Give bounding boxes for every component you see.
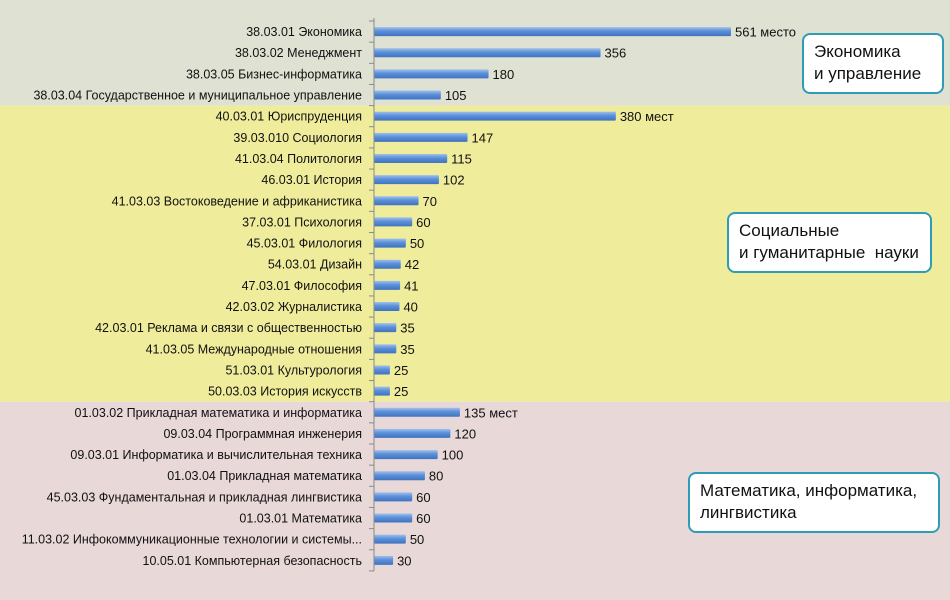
category-label: 50.03.03 История искусств [208,385,362,399]
category-label: 40.03.01 Юриспруденция [216,110,362,124]
data-label: 25 [394,384,408,399]
bar [374,492,413,502]
data-label: 100 [442,448,464,463]
group-label-line: и гуманитарные науки [739,243,919,262]
bar [374,513,413,523]
data-label: 50 [410,532,424,547]
category-label: 01.03.02 Прикладная математика и информа… [75,406,362,420]
data-label: 70 [423,194,437,209]
bar [374,132,468,142]
data-label: 60 [416,490,430,505]
data-label: 147 [472,130,494,145]
group-label-line: Математика, информатика, [700,481,918,500]
bar [374,534,406,544]
bar [374,280,401,290]
category-label: 01.03.04 Прикладная математика [167,469,362,483]
data-label: 135 мест [464,405,518,420]
bar [374,344,397,354]
bar [374,48,601,58]
data-label: 35 [400,342,414,357]
category-label: 37.03.01 Психология [242,215,362,229]
bar [374,175,439,185]
category-label: 09.03.01 Информатика и вычислительная те… [70,448,362,462]
bar [374,111,616,121]
data-label: 115 [451,151,472,166]
category-label: 41.03.03 Востоковедение и африканистика [112,194,362,208]
category-label: 47.03.01 Философия [242,279,362,293]
data-label: 356 [605,46,627,61]
category-label: 45.03.03 Фундаментальная и прикладная ли… [47,490,362,504]
group-label-social-humanities: Социальные и гуманитарные науки [727,212,932,273]
bar [374,555,394,565]
data-label: 180 [493,67,515,82]
category-label: 38.03.05 Бизнес-информатика [186,67,362,81]
category-label: 11.03.02 Инфокоммуникационные технологии… [22,533,362,547]
category-label: 54.03.01 Дизайн [268,258,362,272]
bar [374,90,441,100]
bar [374,302,400,312]
data-label: 42 [405,257,419,272]
data-label: 25 [394,363,408,378]
bar [374,365,390,375]
bar [374,323,397,333]
data-label: 102 [443,173,465,188]
bar [374,69,489,79]
bar [374,217,413,227]
category-label: 38.03.02 Менеджмент [235,46,362,60]
data-label: 41 [404,278,418,293]
category-label: 41.03.04 Политология [235,152,362,166]
category-label: 42.03.01 Реклама и связи с общественност… [95,321,362,335]
bar [374,27,731,37]
data-label: 105 [445,88,467,103]
bar [374,153,448,163]
data-label: 30 [397,553,411,568]
group-label-line: лингвистика [700,503,797,522]
category-label: 42.03.02 Журналистика [226,300,362,314]
bar [374,428,451,438]
data-label: 35 [400,321,414,336]
category-label: 46.03.01 История [261,173,362,187]
data-label: 80 [429,469,443,484]
data-label: 60 [416,511,430,526]
data-label: 40 [403,300,417,315]
category-label: 01.03.01 Математика [239,512,362,526]
data-label: 561 место [735,25,796,40]
bar [374,196,419,206]
bar [374,386,390,396]
group-label-economics: Экономика и управление [802,33,944,94]
bar [374,450,438,460]
category-label: 09.03.04 Программная инженерия [163,427,362,441]
category-label: 38.03.04 Государственное и муниципальное… [33,89,362,103]
group-label-line: Экономика [814,42,901,61]
bar [374,238,406,248]
group-label-math-informatics: Математика, информатика, лингвистика [688,472,940,533]
category-label: 38.03.01 Экономика [246,25,362,39]
data-label: 60 [416,215,430,230]
data-label: 380 мест [620,109,674,124]
category-label: 10.05.01 Компьютерная безопасность [143,554,362,568]
category-label: 41.03.05 Международные отношения [146,342,362,356]
bar [374,407,460,417]
category-label: 39.03.010 Социология [233,131,362,145]
category-label: 45.03.01 Филология [247,237,362,251]
data-label: 50 [410,236,424,251]
bar [374,259,401,269]
group-label-line: Социальные [739,221,840,240]
bar [374,471,425,481]
group-label-line: и управление [814,64,922,83]
data-label: 120 [454,426,476,441]
category-label: 51.03.01 Культурология [225,363,362,377]
